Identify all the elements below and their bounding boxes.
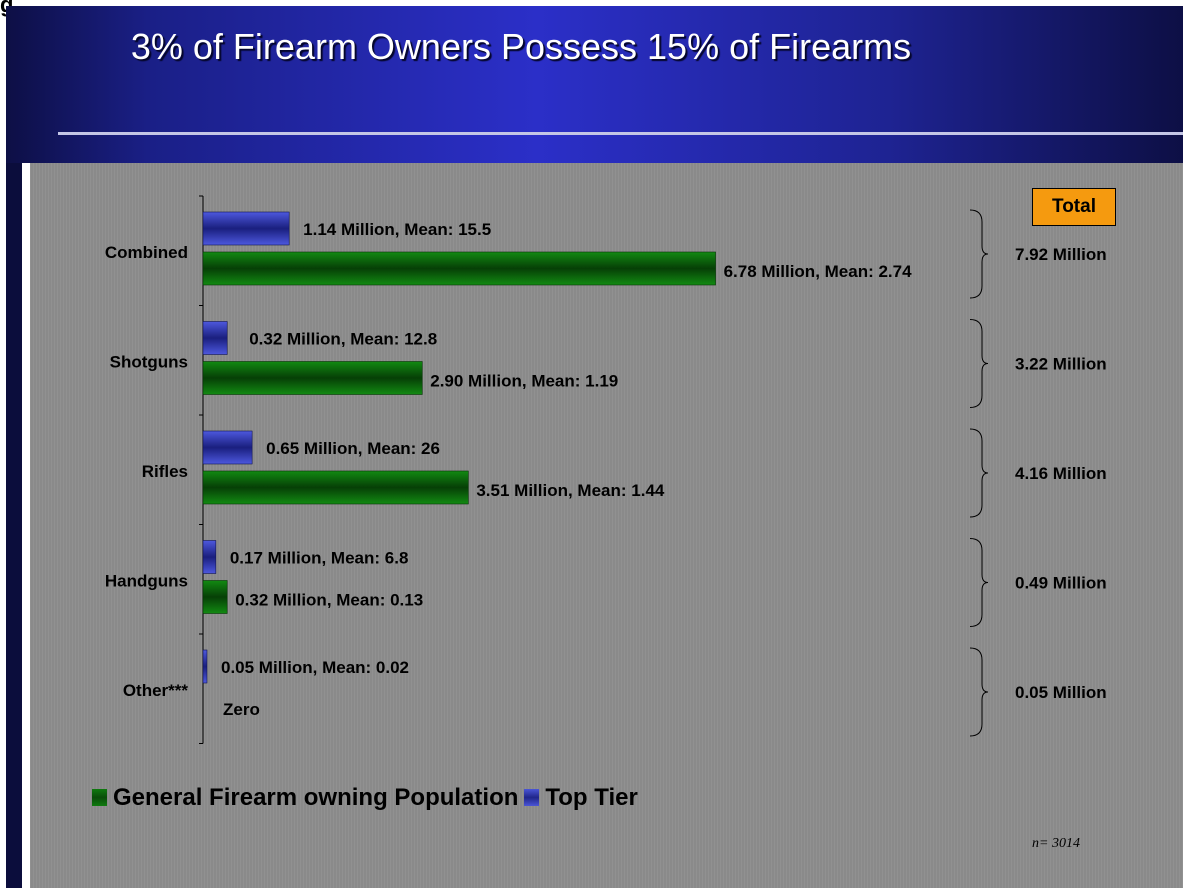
total-brace <box>969 647 989 737</box>
bar-top-tier <box>202 321 228 355</box>
data-label-top-tier: 0.05 Million, Mean: 0.02 <box>221 658 409 677</box>
data-label-top-tier: 0.32 Million, Mean: 12.8 <box>249 330 437 349</box>
left-dark-strip <box>6 163 22 888</box>
total-brace <box>969 209 989 299</box>
title-divider <box>58 132 1183 135</box>
bar-top-tier <box>202 540 217 574</box>
legend-swatch-general <box>92 789 107 806</box>
data-label-general: Zero <box>223 700 260 719</box>
category-label: Handguns <box>105 572 188 591</box>
category-label: Rifles <box>142 462 188 481</box>
data-label-general: 6.78 Million, Mean: 2.74 <box>724 262 913 281</box>
chart-legend: General Firearm owning Population Top Tie… <box>92 784 638 812</box>
total-brace <box>969 319 989 408</box>
legend-label-general: General Firearm owning Population <box>113 784 519 811</box>
bar-top-tier <box>202 430 253 465</box>
data-label-top-tier: 0.65 Million, Mean: 26 <box>266 439 440 458</box>
bar-top-tier <box>202 211 290 246</box>
category-label: Combined <box>105 243 188 262</box>
bar-general <box>202 470 469 505</box>
total-value-label: 0.05 Million <box>1015 683 1107 702</box>
bar-general <box>202 251 716 286</box>
data-label-general: 0.32 Million, Mean: 0.13 <box>235 591 423 610</box>
data-label-top-tier: 0.17 Million, Mean: 6.8 <box>230 549 409 568</box>
total-header-box: Total <box>1032 188 1116 226</box>
data-label-general: 2.90 Million, Mean: 1.19 <box>430 372 618 391</box>
total-value-label: 7.92 Million <box>1015 245 1107 264</box>
total-value-label: 0.49 Million <box>1015 574 1107 593</box>
total-brace <box>969 538 989 627</box>
total-value-label: 3.22 Million <box>1015 355 1107 374</box>
legend-swatch-top-tier <box>524 789 540 806</box>
total-value-label: 4.16 Million <box>1015 464 1107 483</box>
legend-label-top-tier: Top Tier <box>545 784 638 811</box>
slide-title: 3% of Firearm Owners Possess 15% of Fire… <box>130 26 912 67</box>
sample-size-note: n= 3014 <box>1032 836 1080 851</box>
category-label: Other*** <box>123 681 189 700</box>
total-brace <box>969 428 989 518</box>
bar-general <box>202 580 228 614</box>
category-label: Shotguns <box>110 353 188 372</box>
panel-edge <box>22 163 30 888</box>
data-label-top-tier: 1.14 Million, Mean: 15.5 <box>303 220 491 239</box>
data-label-general: 3.51 Million, Mean: 1.44 <box>476 481 665 500</box>
bar-general <box>202 361 423 395</box>
bar-top-tier <box>202 649 208 684</box>
